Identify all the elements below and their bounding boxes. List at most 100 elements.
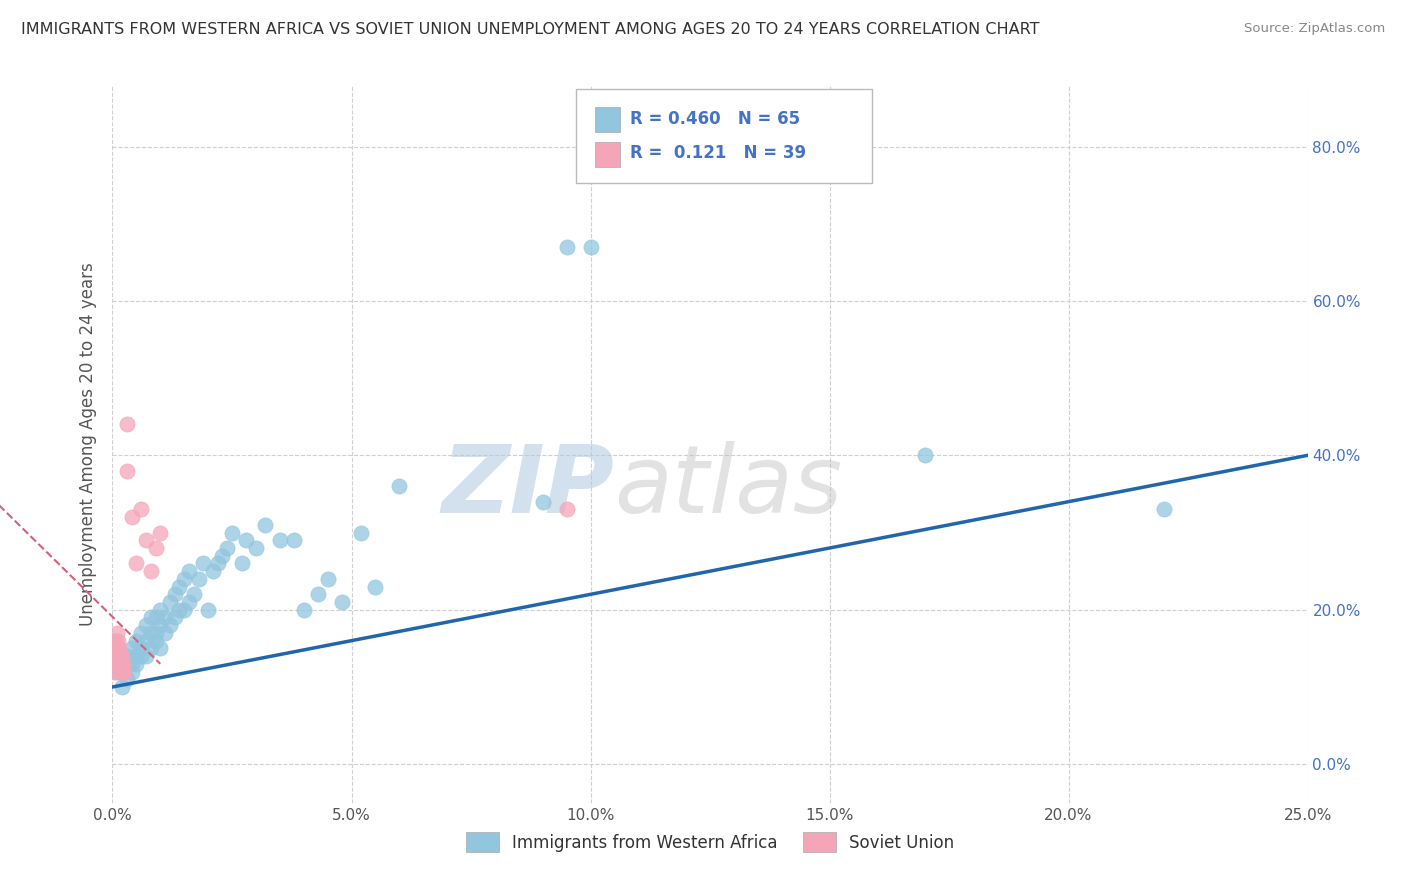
Point bbox=[159, 618, 181, 632]
Point bbox=[914, 448, 936, 462]
Point bbox=[121, 510, 143, 524]
Legend: Immigrants from Western Africa, Soviet Union: Immigrants from Western Africa, Soviet U… bbox=[458, 825, 962, 859]
Point bbox=[105, 649, 128, 664]
Point bbox=[108, 657, 131, 671]
Point bbox=[163, 587, 186, 601]
Point bbox=[111, 657, 134, 671]
Point bbox=[135, 533, 157, 548]
Point bbox=[388, 479, 411, 493]
Point bbox=[110, 649, 132, 664]
Point bbox=[105, 626, 128, 640]
Point bbox=[110, 657, 132, 671]
Point bbox=[125, 633, 148, 648]
Point bbox=[231, 557, 253, 571]
Point bbox=[145, 633, 167, 648]
Point bbox=[149, 641, 172, 656]
Point bbox=[235, 533, 257, 548]
Point bbox=[269, 533, 291, 548]
Point bbox=[105, 665, 128, 679]
Point bbox=[103, 657, 125, 671]
Point bbox=[125, 649, 148, 664]
Point bbox=[159, 595, 181, 609]
Point bbox=[104, 657, 127, 671]
Point bbox=[1153, 502, 1175, 516]
Point bbox=[221, 525, 243, 540]
Point bbox=[153, 610, 176, 624]
Point bbox=[121, 665, 143, 679]
Point bbox=[107, 633, 129, 648]
Point bbox=[579, 240, 602, 254]
Point bbox=[139, 641, 162, 656]
Point bbox=[129, 649, 152, 664]
Point bbox=[139, 626, 162, 640]
Point bbox=[211, 549, 233, 563]
Point bbox=[139, 610, 162, 624]
Point bbox=[177, 595, 200, 609]
Point bbox=[364, 580, 387, 594]
Point bbox=[121, 641, 143, 656]
Point bbox=[169, 603, 191, 617]
Point bbox=[129, 641, 152, 656]
Point bbox=[193, 557, 215, 571]
Point bbox=[555, 502, 578, 516]
Point bbox=[350, 525, 373, 540]
Point bbox=[104, 641, 127, 656]
Point bbox=[112, 657, 135, 671]
Point bbox=[555, 240, 578, 254]
Point bbox=[145, 610, 167, 624]
Point bbox=[149, 618, 172, 632]
Point bbox=[197, 603, 219, 617]
Text: atlas: atlas bbox=[614, 442, 842, 533]
Point bbox=[145, 626, 167, 640]
Point bbox=[153, 626, 176, 640]
Point bbox=[115, 649, 138, 664]
Point bbox=[135, 633, 157, 648]
Text: Source: ZipAtlas.com: Source: ZipAtlas.com bbox=[1244, 22, 1385, 36]
Point bbox=[107, 641, 129, 656]
Point bbox=[108, 649, 131, 664]
Y-axis label: Unemployment Among Ages 20 to 24 years: Unemployment Among Ages 20 to 24 years bbox=[79, 262, 97, 625]
Point bbox=[245, 541, 267, 555]
Point bbox=[173, 572, 195, 586]
Point bbox=[201, 564, 224, 578]
Point bbox=[129, 502, 152, 516]
Point bbox=[104, 649, 127, 664]
Point bbox=[330, 595, 353, 609]
Point bbox=[111, 680, 134, 694]
Point bbox=[104, 633, 127, 648]
Point bbox=[207, 557, 229, 571]
Point bbox=[107, 649, 129, 664]
Point bbox=[129, 626, 152, 640]
Point bbox=[103, 665, 125, 679]
Point bbox=[283, 533, 305, 548]
Point bbox=[177, 564, 200, 578]
Text: R = 0.460   N = 65: R = 0.460 N = 65 bbox=[630, 110, 800, 128]
Point bbox=[292, 603, 315, 617]
Point bbox=[531, 494, 554, 508]
Point bbox=[111, 665, 134, 679]
Point bbox=[105, 649, 128, 664]
Point bbox=[316, 572, 339, 586]
Point bbox=[135, 618, 157, 632]
Point bbox=[217, 541, 239, 555]
Text: IMMIGRANTS FROM WESTERN AFRICA VS SOVIET UNION UNEMPLOYMENT AMONG AGES 20 TO 24 : IMMIGRANTS FROM WESTERN AFRICA VS SOVIET… bbox=[21, 22, 1039, 37]
Point bbox=[173, 603, 195, 617]
Point bbox=[115, 464, 138, 478]
Point bbox=[111, 649, 134, 664]
Point bbox=[135, 649, 157, 664]
Point bbox=[125, 557, 148, 571]
Point bbox=[139, 564, 162, 578]
Point bbox=[125, 657, 148, 671]
Point bbox=[104, 657, 127, 671]
Point bbox=[183, 587, 205, 601]
Point bbox=[169, 580, 191, 594]
Point bbox=[254, 517, 277, 532]
Point bbox=[105, 633, 128, 648]
Point bbox=[115, 417, 138, 432]
Point bbox=[104, 641, 127, 656]
Point bbox=[103, 649, 125, 664]
Point bbox=[105, 657, 128, 671]
Point bbox=[114, 665, 135, 679]
Text: R =  0.121   N = 39: R = 0.121 N = 39 bbox=[630, 145, 806, 162]
Point bbox=[149, 525, 172, 540]
